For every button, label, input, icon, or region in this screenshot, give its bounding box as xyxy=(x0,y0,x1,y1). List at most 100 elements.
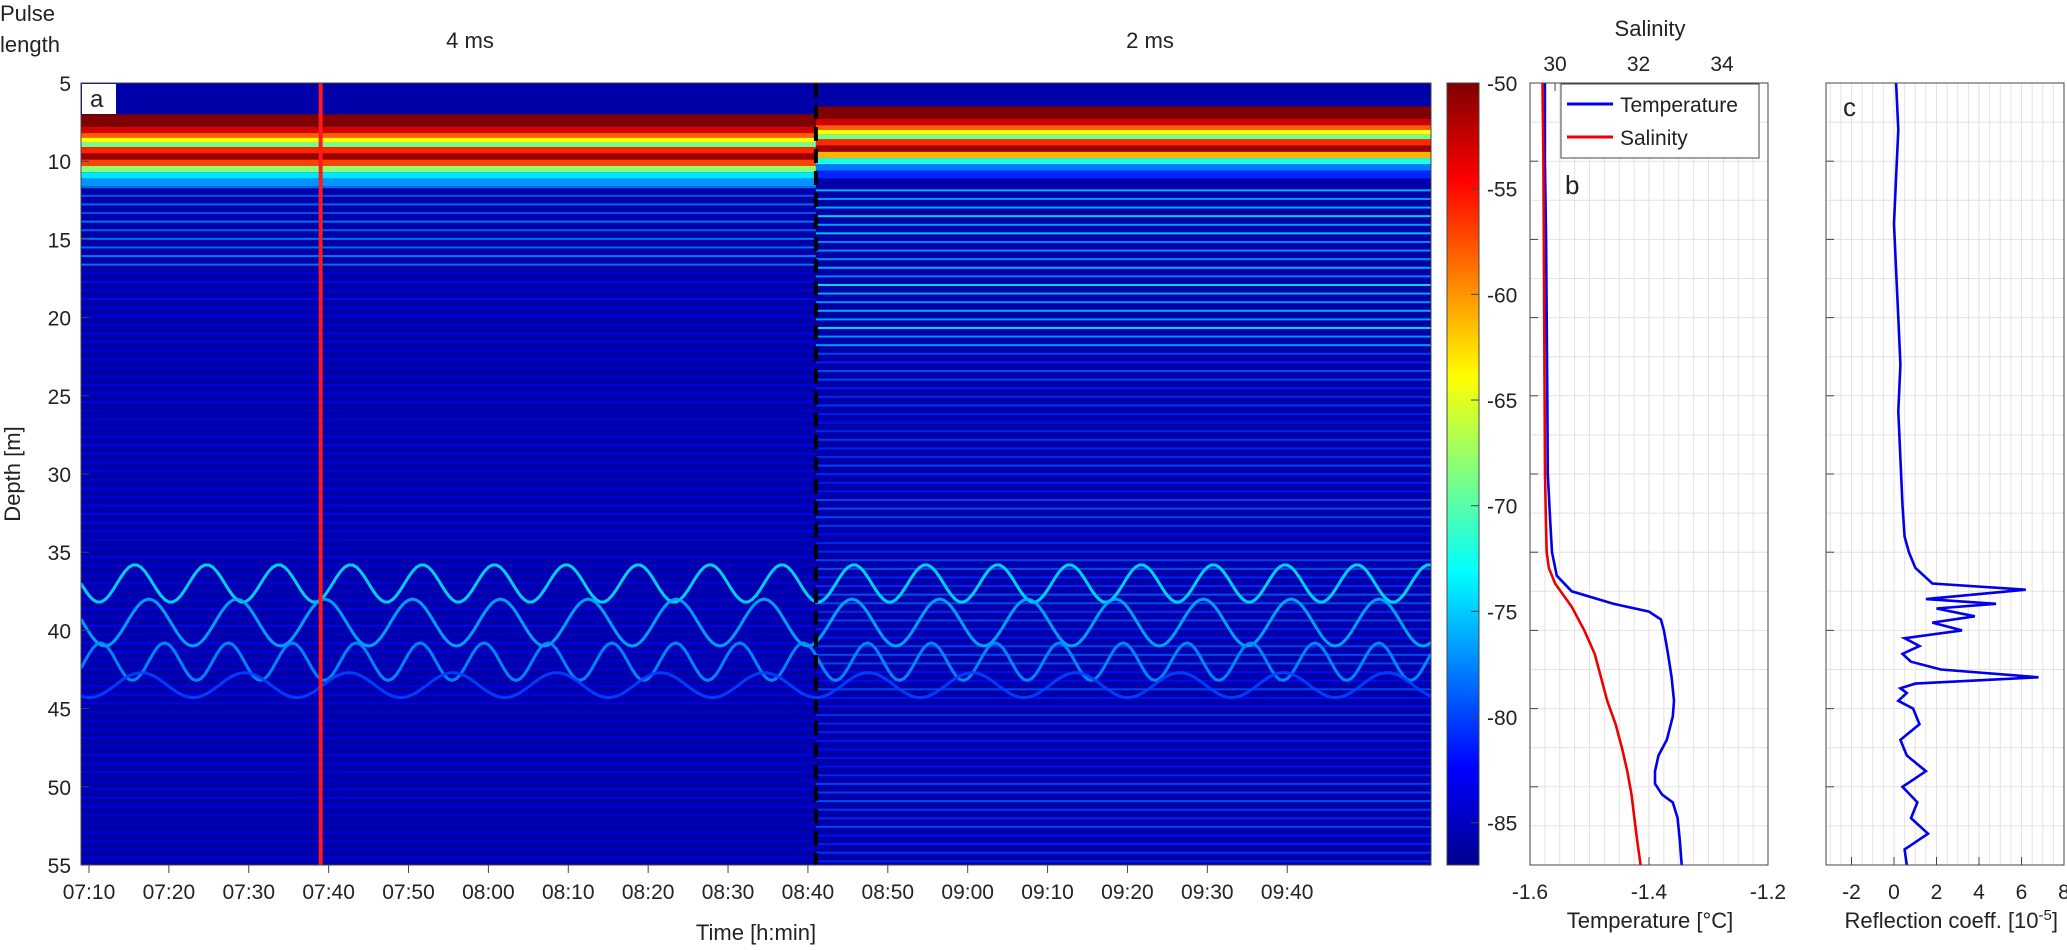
noise-streak xyxy=(815,378,1431,381)
noise-streak xyxy=(815,800,1431,803)
noise-streak xyxy=(81,650,816,653)
noise-streak xyxy=(81,624,816,627)
noise-streak xyxy=(815,748,1431,751)
y-tick-label: 55 xyxy=(48,855,71,878)
noise-streak xyxy=(81,693,816,696)
noise-streak xyxy=(815,825,1431,828)
surface-band-left xyxy=(81,159,816,166)
x-tick-label: 08:50 xyxy=(862,881,915,904)
noise-streak xyxy=(81,212,816,215)
noise-streak xyxy=(81,203,816,206)
x-tick-label: 07:10 xyxy=(63,881,116,904)
noise-streak xyxy=(815,275,1431,278)
y-tick-label: 40 xyxy=(48,620,71,643)
noise-streak xyxy=(815,464,1431,467)
noise-streak xyxy=(81,444,816,447)
c-x-tick-label: 0 xyxy=(1888,881,1900,904)
noise-streak xyxy=(81,521,816,524)
panel-a-x-ticks: 07:10 07:20 07:30 07:40 07:50 08:00 08:10 08:20… xyxy=(63,865,1313,904)
surface-band-right xyxy=(815,158,1431,165)
b-top-tick-label: 32 xyxy=(1627,53,1650,76)
noise-streak xyxy=(81,470,816,473)
noise-streak xyxy=(81,375,816,378)
noise-streak xyxy=(815,774,1431,777)
noise-streak xyxy=(81,685,816,688)
noise-streak xyxy=(815,636,1431,639)
noise-streak xyxy=(815,481,1431,484)
noise-streak xyxy=(815,610,1431,613)
panel-b: -1.6 -1.4 -1.2 30 32 34 Temperature [°C] Sali… xyxy=(1512,16,1786,933)
noise-streak xyxy=(81,805,816,808)
surface-band-right xyxy=(815,118,1431,126)
noise-streak xyxy=(81,323,816,326)
scattering-layer xyxy=(81,671,1431,700)
x-tick-label: 09:00 xyxy=(941,881,994,904)
noise-streak xyxy=(81,822,816,825)
noise-streak xyxy=(815,369,1431,372)
x-tick-label: 08:10 xyxy=(542,881,595,904)
panel-b-legend: Temperature Salinity xyxy=(1560,83,1760,159)
y-tick-label: 15 xyxy=(48,229,71,252)
noise-streak xyxy=(815,430,1431,433)
noise-streak xyxy=(81,779,816,782)
noise-streak xyxy=(815,206,1431,209)
noise-streak xyxy=(815,688,1431,691)
surface-band-right xyxy=(815,164,1431,171)
panel-b-letter: b xyxy=(1565,170,1579,200)
noise-streak xyxy=(81,263,816,266)
colorbar-tick-label: -50 xyxy=(1487,73,1517,96)
noise-streak xyxy=(81,659,816,662)
c-x-tick-label: 6 xyxy=(2016,881,2028,904)
c-x-tick-label: -2 xyxy=(1842,881,1861,904)
noise-streak xyxy=(815,421,1431,424)
noise-streak xyxy=(81,289,816,292)
noise-streak xyxy=(815,292,1431,295)
noise-streak xyxy=(81,788,816,791)
noise-streak xyxy=(81,194,816,197)
noise-streak xyxy=(815,223,1431,226)
noise-streak xyxy=(81,341,816,344)
noise-streak xyxy=(815,567,1431,570)
noise-streak xyxy=(81,710,816,713)
noise-streak xyxy=(81,435,816,438)
noise-streak xyxy=(81,349,816,352)
surface-band-left xyxy=(81,142,816,148)
surface-band-left xyxy=(81,147,816,154)
noise-streak xyxy=(815,516,1431,519)
noise-streak xyxy=(815,808,1431,811)
noise-streak xyxy=(81,590,816,593)
noise-streak xyxy=(815,249,1431,252)
colorbar xyxy=(1446,82,1480,866)
pulse-2ms-label: 2 ms xyxy=(1126,28,1174,53)
surface-band-right xyxy=(815,139,1431,146)
noise-streak xyxy=(81,564,816,567)
noise-streak xyxy=(815,817,1431,820)
noise-streak xyxy=(815,232,1431,235)
noise-streak xyxy=(81,220,816,223)
noise-streak xyxy=(81,616,816,619)
noise-streak xyxy=(81,719,816,722)
noise-streak xyxy=(815,851,1431,854)
noise-streak xyxy=(815,352,1431,355)
panel-b-top-xlabel: Salinity xyxy=(1615,16,1686,41)
reflection-coefficient-line xyxy=(1892,83,2039,865)
noise-streak xyxy=(815,473,1431,476)
noise-streak xyxy=(815,283,1431,286)
noise-streak xyxy=(815,490,1431,493)
noise-streak xyxy=(815,550,1431,553)
noise-streak xyxy=(81,573,816,576)
y-tick-label: 45 xyxy=(48,699,71,722)
noise-streak xyxy=(815,456,1431,459)
noise-streak xyxy=(81,401,816,404)
x-tick-label: 09:10 xyxy=(1021,881,1074,904)
surface-band-right xyxy=(815,170,1431,179)
panel-a-y-ticks: 5 10 15 20 25 30 35 40 45 50 55 xyxy=(48,73,89,878)
pulse-length-label-line1: Pulse xyxy=(0,1,55,26)
salinity-line xyxy=(1541,83,1642,865)
noise-streak xyxy=(815,413,1431,416)
surface-band-right xyxy=(815,125,1431,130)
noise-streak xyxy=(815,679,1431,682)
noise-streak xyxy=(81,427,816,430)
noise-streak xyxy=(815,507,1431,510)
